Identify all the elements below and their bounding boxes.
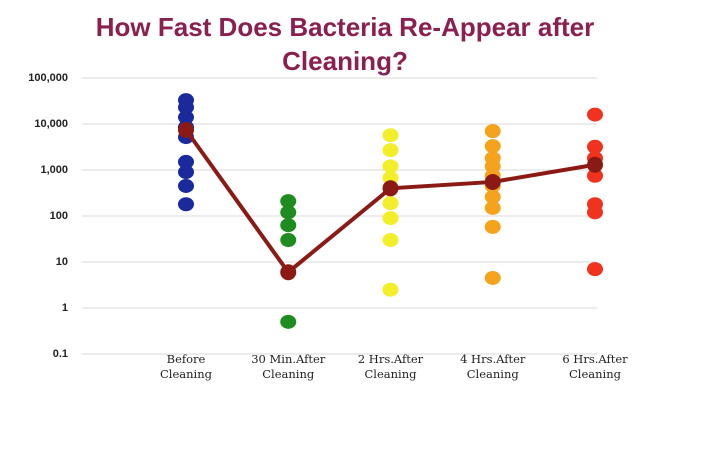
data-point — [178, 178, 194, 193]
mean-point — [484, 173, 501, 190]
data-point — [587, 139, 603, 154]
data-point — [382, 128, 399, 143]
x-tick-label: 4 Hrs.After Cleaning — [460, 352, 526, 381]
data-point — [484, 189, 501, 204]
x-tick-label: 2 Hrs.After Cleaning — [357, 352, 424, 381]
x-tick-label: 6 Hrs.After Cleaning — [562, 352, 628, 381]
data-point — [484, 124, 501, 139]
data-point — [484, 200, 501, 215]
y-tick-label: 100 — [50, 210, 68, 222]
data-point — [382, 282, 399, 297]
data-point — [178, 154, 194, 169]
data-point — [587, 262, 603, 277]
data-point — [178, 100, 194, 115]
y-tick-label: 10 — [56, 256, 68, 268]
mean-point — [382, 180, 399, 197]
data-point — [178, 197, 194, 212]
data-point — [280, 233, 297, 248]
data-point — [280, 218, 297, 233]
data-point — [587, 107, 603, 122]
data-point — [178, 165, 194, 180]
data-point — [484, 219, 501, 234]
data-point — [587, 168, 603, 183]
mean-point — [280, 264, 297, 281]
y-tick-label: 100,000 — [28, 72, 68, 84]
data-point — [382, 159, 399, 174]
data-point — [587, 205, 603, 220]
data-point — [382, 143, 399, 158]
y-tick-label: 0.1 — [53, 348, 68, 360]
data-point — [382, 211, 399, 226]
data-point — [382, 196, 399, 211]
data-point — [280, 314, 297, 329]
data-point — [178, 110, 194, 125]
y-tick-label: 1 — [62, 302, 68, 314]
y-tick-label: 1,000 — [40, 164, 68, 176]
data-point — [280, 194, 297, 209]
x-tick-label: 30 Min.After Cleaning — [251, 352, 326, 381]
data-point — [484, 270, 501, 285]
x-tick-label: Before Cleaning — [160, 352, 212, 381]
mean-point — [587, 156, 603, 173]
y-tick-label: 10,000 — [34, 118, 68, 130]
data-point — [280, 205, 297, 220]
data-point — [382, 233, 399, 248]
mean-point — [178, 122, 194, 139]
chart-title: How Fast Does Bacteria Re-Appear after C… — [95, 12, 595, 76]
data-point — [484, 139, 501, 154]
